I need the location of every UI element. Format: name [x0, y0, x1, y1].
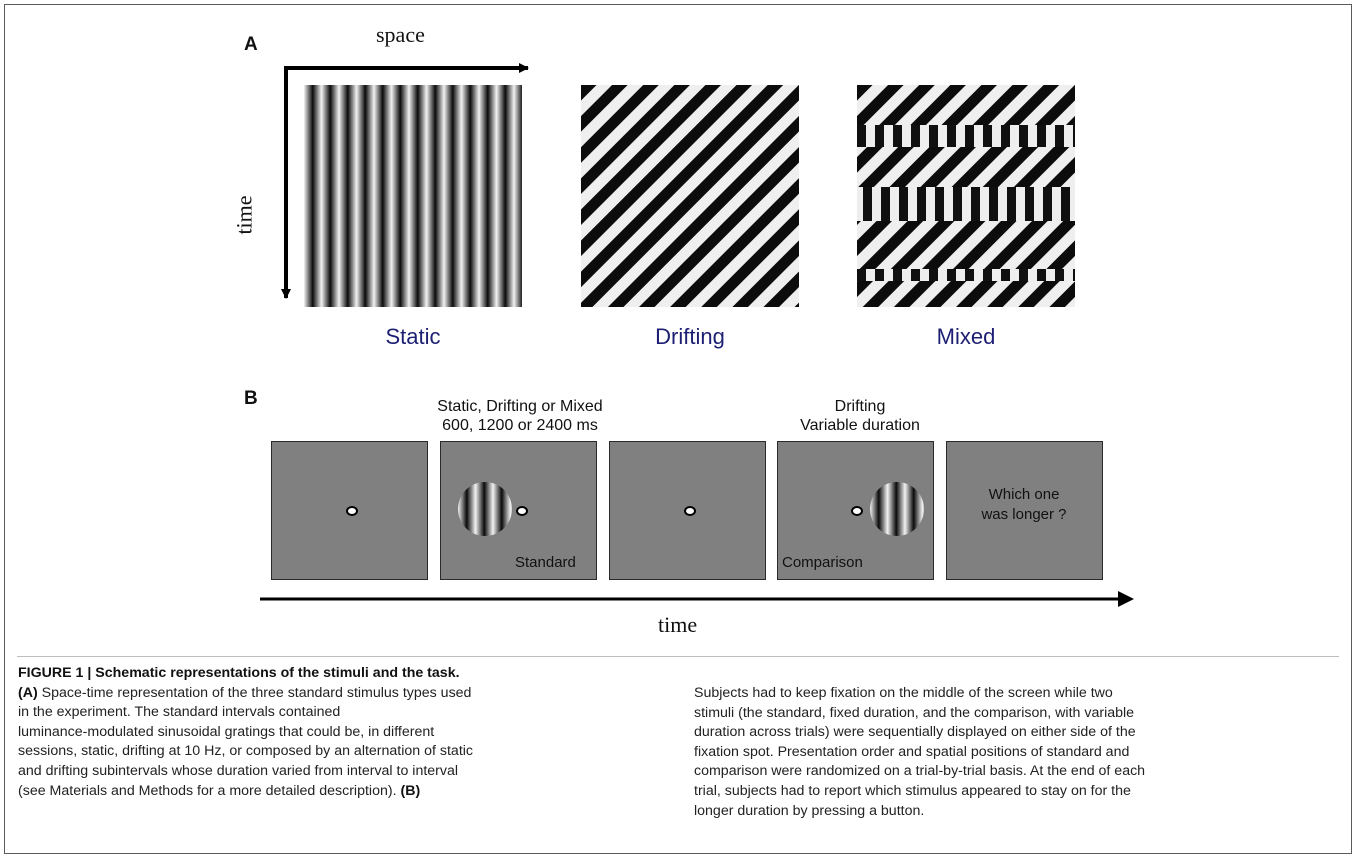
drifting-stimulus-image — [581, 85, 799, 307]
screen-fixation-2 — [609, 441, 766, 580]
question-line2: was longer ? — [981, 506, 1067, 523]
panel-a-letter: A — [244, 34, 258, 55]
caption-title: FIGURE 1 | Schematic representations of … — [18, 665, 460, 681]
screen-fixation-1 — [271, 441, 428, 580]
caption-right-column: Subjects had to keep fixation on the mid… — [694, 684, 1344, 821]
fixation-spot — [516, 506, 528, 516]
caption-line: duration across trials) were sequentiall… — [694, 724, 1136, 741]
caption-line: longer duration by pressing a button. — [694, 802, 925, 819]
mixed-stimulus-image — [857, 85, 1075, 307]
caption-left-column: FIGURE 1 | Schematic representations of … — [18, 664, 678, 801]
screen-standard: Standard — [440, 441, 597, 580]
comparison-label: Comparison — [782, 554, 863, 571]
static-label: Static — [385, 324, 441, 349]
caption-line: fixation spot. Presentation order and sp… — [694, 743, 1130, 760]
figure-frame — [4, 4, 1352, 854]
time-axis-label-horizontal: time — [658, 612, 698, 637]
caption-divider — [17, 656, 1339, 657]
screen-question: Which one was longer ? — [946, 441, 1103, 580]
caption-line: sessions, static, drifting at 10 Hz, or … — [18, 743, 474, 760]
caption-line: in the experiment. The standard interval… — [18, 704, 341, 721]
space-time-axes — [281, 63, 529, 299]
fixation-spot — [346, 506, 358, 516]
standard-header: Static, Drifting or Mixed 600, 1200 or 2… — [400, 397, 640, 435]
comparison-header-line1: Drifting — [834, 398, 886, 415]
caption-line: and drifting subintervals whose duration… — [18, 762, 459, 779]
space-axis-label: space — [376, 22, 425, 47]
mixed-label: Mixed — [936, 324, 996, 349]
caption-line: luminance-modulated sinusoidal gratings … — [18, 723, 435, 740]
caption-line: Subjects had to keep fixation on the mid… — [694, 685, 1113, 701]
caption-line: (A) Space-time representation of the thr… — [18, 684, 472, 701]
drifting-label: Drifting — [655, 324, 725, 349]
time-axis-label-vertical: time — [231, 195, 257, 235]
caption-line: comparison were randomized on a trial-by… — [694, 763, 1146, 780]
fixation-spot — [684, 506, 696, 516]
fixation-spot — [851, 506, 863, 516]
comparison-header-line2: Variable duration — [800, 417, 920, 434]
comparison-grating-patch — [870, 482, 924, 536]
standard-header-line1: Static, Drifting or Mixed — [437, 398, 603, 415]
question-line1: Which one — [988, 486, 1060, 503]
caption-line: stimuli (the standard, fixed duration, a… — [694, 704, 1135, 721]
static-stimulus-image — [304, 85, 522, 307]
caption-line: trial, subjects had to report which stim… — [694, 782, 1131, 799]
screen-comparison: Comparison — [777, 441, 934, 580]
standard-grating-patch — [458, 482, 512, 536]
comparison-header: Drifting Variable duration — [760, 397, 960, 435]
caption-line: (see Materials and Methods for a more de… — [18, 782, 421, 799]
time-arrow — [260, 591, 1134, 607]
standard-header-line2: 600, 1200 or 2400 ms — [442, 417, 598, 434]
standard-label: Standard — [515, 554, 576, 571]
panel-b-letter: B — [244, 388, 258, 409]
question-text: Which one was longer ? — [947, 485, 1101, 525]
